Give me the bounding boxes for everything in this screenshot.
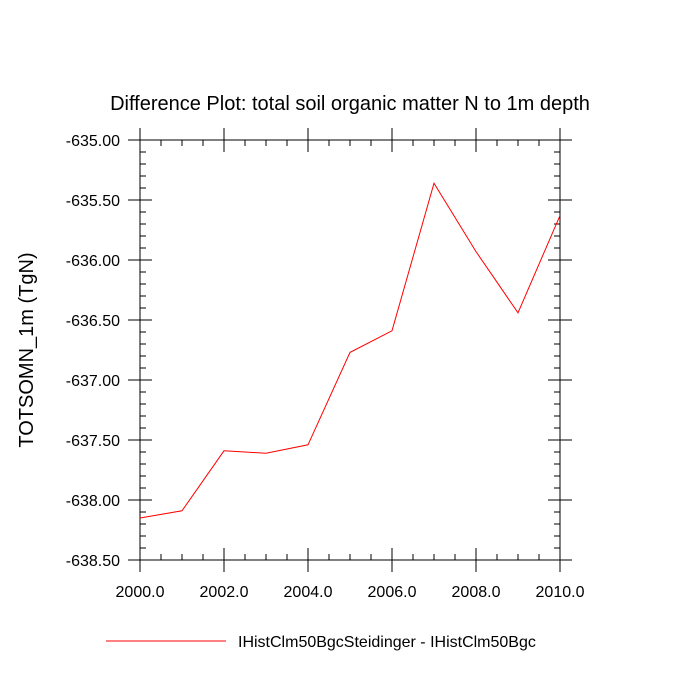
- minor-ticks: [139, 139, 561, 561]
- y-tick-label: -638.00: [66, 493, 120, 510]
- series-layer: [139, 181, 561, 519]
- y-tick-label: -636.50: [66, 313, 120, 330]
- x-tick-labels: 2000.0 2002.0 2004.0 2006.0 2008.0 2010.0: [116, 584, 585, 601]
- x-tick-label: 2010.0: [536, 584, 585, 601]
- x-tick-label: 2002.0: [200, 584, 249, 601]
- plot-frame: [139, 139, 561, 561]
- y-tick-labels: -635.00 -635.50 -636.00 -636.50 -637.00 -637.…: [66, 133, 120, 570]
- major-ticks: [128, 128, 572, 572]
- y-tick-label: -636.00: [66, 253, 120, 270]
- y-tick-label: -637.00: [66, 373, 120, 390]
- y-tick-label: -637.50: [66, 433, 120, 450]
- chart-title: Difference Plot: total soil organic matt…: [110, 93, 590, 115]
- x-tick-label: 2008.0: [452, 584, 501, 601]
- legend: IHistClm50BgcSteidinger - IHistClm50Bgc: [106, 634, 536, 651]
- y-tick-label: -638.50: [66, 553, 120, 570]
- legend-label: IHistClm50BgcSteidinger - IHistClm50Bgc: [238, 634, 536, 651]
- y-tick-label: -635.50: [66, 193, 120, 210]
- x-tick-label: 2000.0: [116, 584, 165, 601]
- y-tick-label: -635.00: [66, 133, 120, 150]
- x-tick-label: 2006.0: [368, 584, 417, 601]
- x-tick-label: 2004.0: [284, 584, 333, 601]
- series-line-0: [139, 181, 561, 519]
- y-axis-label: TOTSOMN_1m (TgN): [16, 252, 38, 447]
